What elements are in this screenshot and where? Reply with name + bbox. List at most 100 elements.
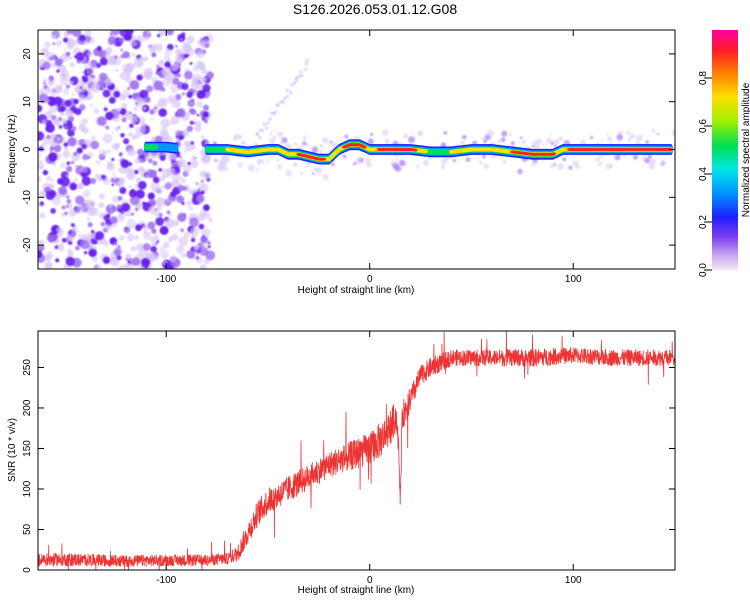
noise-speckle [61, 212, 65, 217]
noise-speckle [155, 197, 166, 207]
noise-speckle [131, 257, 141, 266]
ridge-speckle [256, 168, 259, 172]
noise-speckle [90, 83, 101, 93]
noise-speckle [181, 129, 190, 137]
noise-speckle [67, 234, 75, 242]
noise-speckle-group [38, 30, 675, 269]
noise-speckle [135, 224, 142, 232]
noise-speckle [193, 244, 200, 251]
ridge-speckle [315, 167, 323, 175]
ridge-speckle [221, 154, 228, 161]
noise-speckle [81, 71, 84, 75]
ridge-speckle [267, 160, 270, 163]
noise-speckle [140, 121, 147, 128]
noise-speckle [87, 81, 92, 85]
ridge-speckle [403, 133, 409, 139]
ridge-speckle [416, 130, 424, 137]
noise-speckle [76, 147, 83, 154]
noise-speckle [71, 228, 79, 236]
noise-speckle [39, 212, 46, 219]
noise-speckle [48, 152, 58, 162]
noise-speckle [123, 32, 133, 41]
ridge-speckle [345, 134, 349, 137]
noise-speckle [143, 71, 153, 80]
ridge-speckle [395, 158, 399, 162]
noise-speckle [178, 236, 188, 247]
noise-speckle [135, 189, 145, 199]
noise-speckle [131, 93, 138, 99]
noise-speckle [47, 96, 57, 107]
noise-speckle [38, 146, 44, 152]
ridge-speckle [614, 154, 621, 161]
noise-speckle [106, 149, 112, 155]
noise-speckle [119, 73, 123, 78]
ridge-speckle [600, 139, 604, 142]
ridge-speckle [562, 157, 567, 162]
noise-speckle [66, 174, 69, 178]
spectrogram-y-tick-label: -10 [22, 190, 33, 205]
noise-speckle [158, 108, 167, 117]
spectrogram-x-axis-label: Height of straight line (km) [298, 285, 415, 296]
ridge-speckle [214, 158, 218, 162]
ridge-speckle [357, 160, 361, 164]
ridge-speckle [318, 149, 323, 154]
ridge-speckle [500, 137, 506, 143]
noise-speckle [176, 245, 185, 254]
noise-speckle [171, 63, 179, 72]
spectrogram-heatmap [38, 30, 675, 269]
noise-speckle [45, 127, 50, 132]
noise-speckle [58, 116, 63, 122]
noise-speckle [57, 58, 64, 65]
ridge-speckle [394, 165, 402, 172]
noise-speckle [183, 53, 189, 59]
ridge-speckle [497, 139, 502, 144]
ridge-speckle [314, 144, 318, 148]
noise-speckle [198, 183, 209, 193]
noise-speckle [113, 242, 118, 246]
noise-speckle [202, 171, 212, 180]
snr-y-tick-label: 200 [22, 399, 33, 416]
ridge-speckle [361, 137, 364, 140]
spectrogram-y-tick-label: 10 [22, 96, 33, 108]
noise-speckle [163, 54, 170, 61]
noise-speckle [113, 175, 117, 180]
snr-axes: -100 0 100 0 50 100 150 200 250 [22, 331, 675, 586]
noise-speckle [113, 90, 121, 98]
ridge-speckle [577, 165, 581, 170]
noise-speckle [178, 182, 182, 186]
noise-speckle [40, 142, 46, 148]
noise-speckle [45, 51, 56, 62]
noise-speckle [125, 253, 132, 260]
noise-speckle [61, 189, 67, 195]
ridge-speckle [232, 135, 238, 141]
ridge-speckle [483, 163, 489, 169]
ridge-speckle [269, 138, 276, 145]
noise-speckle [196, 194, 206, 204]
ridge-speckle [510, 141, 515, 146]
noise-speckle [70, 160, 75, 165]
noise-speckle [118, 37, 125, 44]
ridge-speckle [408, 136, 415, 144]
ridge-speckle [636, 139, 639, 142]
ridge-speckle [460, 140, 465, 145]
noise-speckle [77, 181, 84, 189]
noise-speckle [77, 94, 86, 102]
noise-speckle [140, 257, 151, 268]
colorbar: 0.0 0.2 0.4 0.6 0.8 Normalized spectral ampl… [698, 30, 750, 277]
noise-speckle [207, 241, 211, 245]
noise-speckle [158, 246, 164, 252]
noise-speckle [111, 195, 120, 204]
spectrogram-y-tick-label: -20 [22, 237, 33, 252]
ridge-speckle [276, 158, 280, 162]
noise-speckle [103, 214, 110, 221]
noise-speckle [81, 176, 92, 186]
streak-speckle [257, 135, 262, 139]
noise-speckle [190, 109, 197, 115]
ridge-speckle [411, 132, 414, 135]
colorbar-label: Normalized spectral amplitude [741, 82, 750, 217]
noise-speckle [134, 97, 144, 107]
noise-speckle [127, 148, 136, 157]
ridge-speckle [647, 154, 652, 159]
